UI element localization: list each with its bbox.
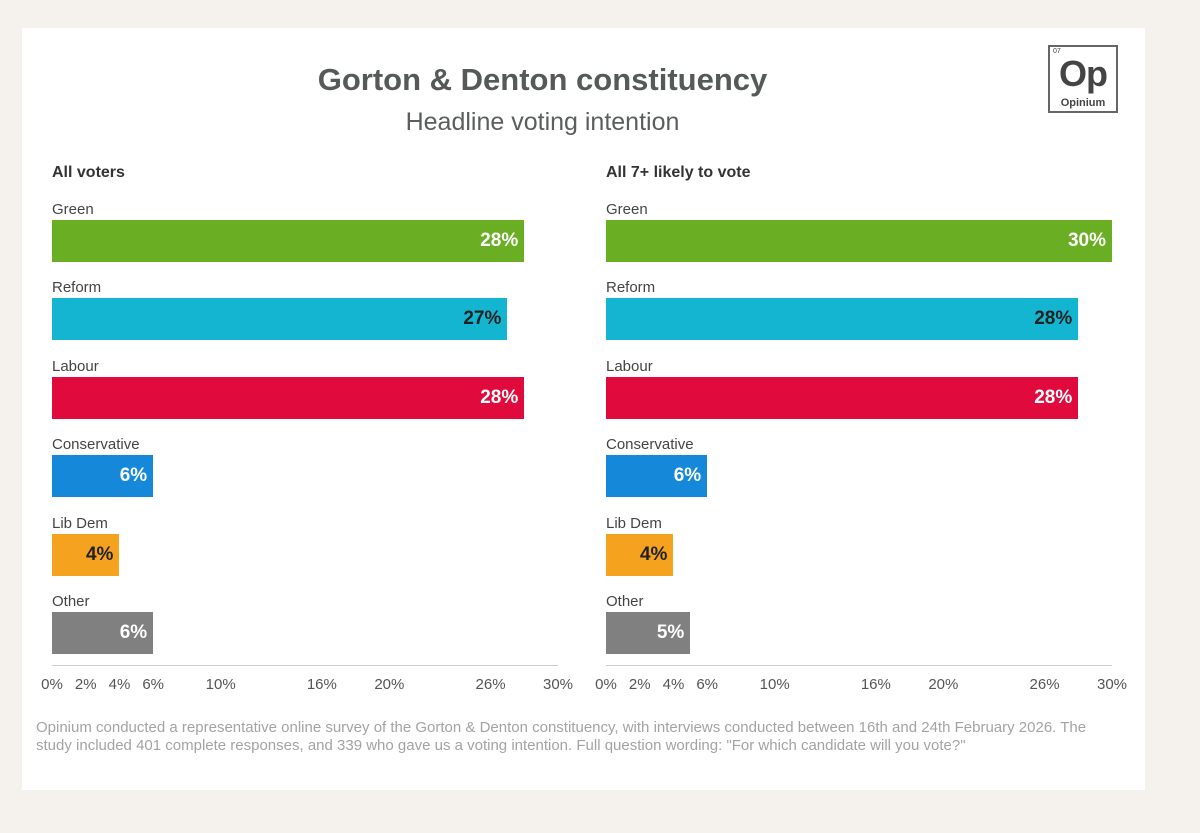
category-label: Lib Dem [52, 514, 108, 532]
chart-title: Gorton & Denton constituency [317, 62, 768, 97]
bar-conservative: 6% [606, 455, 708, 498]
x-tick-label: 20% [928, 676, 959, 693]
bar-labour: 28% [52, 376, 525, 419]
x-tick-label: 16% [860, 676, 891, 693]
x-tick-label: 2% [628, 676, 651, 693]
x-tick-label: 10% [205, 676, 236, 693]
bar-green: 30% [606, 220, 1112, 262]
x-axis-line [52, 665, 558, 666]
category-label: Green [52, 201, 94, 218]
data-label: 6% [673, 465, 702, 487]
x-tick-label: 30% [1096, 676, 1128, 693]
x-tick-label: 6% [142, 676, 165, 693]
bar-conservative: 6% [52, 455, 154, 498]
logo-number: 07 [1053, 48, 1061, 55]
footnote: Opinium conducted a representative onlin… [36, 719, 1087, 754]
category-label: Reform [606, 279, 656, 297]
category-label: Labour [606, 357, 653, 375]
x-tick-label: 20% [374, 676, 405, 693]
category-label: Other [52, 593, 90, 610]
data-label: 6% [119, 465, 148, 487]
category-label: Reform [52, 279, 102, 297]
logo-name: Opinium [1060, 97, 1106, 109]
bar-reform: 28% [606, 298, 1079, 341]
category-label: Conservative [52, 436, 140, 454]
x-tick-label: 30% [542, 676, 574, 693]
data-label: 28% [480, 230, 519, 251]
panel-title: All voters [52, 164, 125, 181]
logo-symbol: Op [1059, 53, 1108, 94]
data-label: 5% [656, 622, 685, 643]
data-label: 28% [1034, 308, 1073, 330]
data-label: 27% [463, 308, 502, 330]
bar-lib-dem: 4% [52, 533, 120, 576]
opinium-logo: 07 Op Opinium [1048, 45, 1118, 113]
data-label: 6% [119, 622, 148, 643]
x-tick-label: 26% [475, 676, 506, 693]
chart-subtitle: Headline voting intention [405, 108, 680, 136]
x-axis-line [606, 665, 1112, 666]
bar-other: 6% [52, 612, 154, 654]
bar-reform: 27% [52, 298, 508, 341]
data-label: 4% [85, 543, 114, 565]
x-tick-label: 0% [595, 676, 617, 693]
x-tick-label: 2% [74, 676, 97, 693]
data-label: 30% [1067, 230, 1106, 251]
x-tick-label: 10% [759, 676, 790, 693]
x-tick-label: 6% [696, 676, 719, 693]
x-tick-label: 0% [41, 676, 63, 693]
x-tick-label: 4% [108, 676, 131, 693]
bar-green: 28% [52, 220, 525, 262]
panel-title: All 7+ likely to vote [606, 164, 751, 181]
data-label: 28% [1034, 386, 1073, 408]
category-label: Lib Dem [606, 514, 662, 532]
bar-other: 5% [606, 612, 691, 654]
category-label: Green [606, 201, 648, 218]
bar-labour: 28% [606, 376, 1079, 419]
data-label: 4% [639, 543, 668, 565]
x-tick-label: 4% [662, 676, 685, 693]
category-label: Other [606, 593, 644, 610]
bar-lib-dem: 4% [606, 533, 674, 576]
data-label: 28% [480, 386, 519, 408]
x-tick-label: 26% [1029, 676, 1060, 693]
category-label: Conservative [606, 436, 694, 454]
category-label: Labour [52, 357, 99, 375]
x-tick-label: 16% [306, 676, 337, 693]
